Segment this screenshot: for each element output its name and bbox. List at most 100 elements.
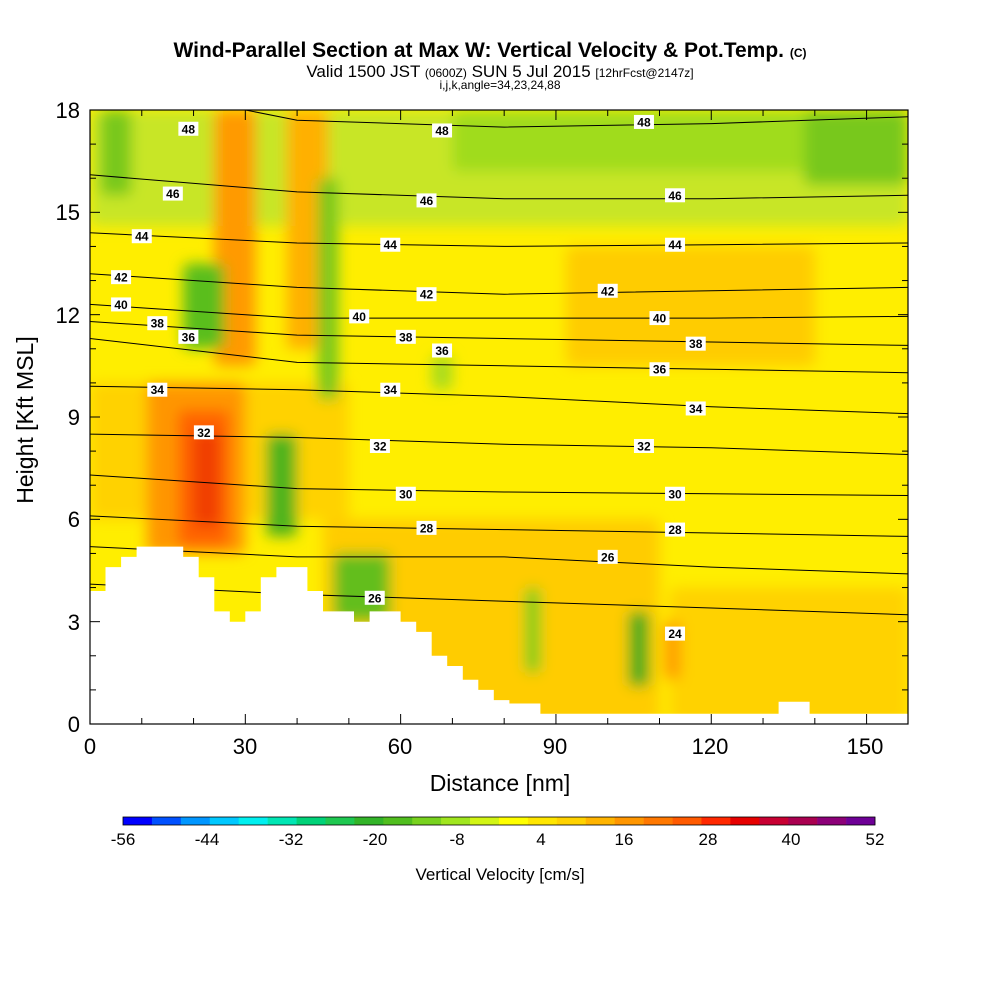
y-tick-label: 15 — [56, 200, 80, 225]
theta-contour-label: 38 — [685, 336, 706, 351]
velocity-cell — [566, 246, 815, 366]
velocity-cell — [431, 355, 453, 390]
theta-contour-label: 36 — [432, 343, 453, 358]
colorbar-swatch — [730, 817, 760, 825]
y-tick-label: 6 — [68, 507, 80, 532]
svg-text:32: 32 — [373, 439, 387, 453]
theta-contour-label: 34 — [147, 382, 168, 397]
velocity-cell — [524, 587, 541, 673]
theta-contour-label: 26 — [597, 549, 618, 564]
theta-contour-label: 40 — [649, 311, 670, 326]
isentrope-line — [90, 338, 908, 374]
colorbar-swatch — [788, 817, 818, 825]
x-tick-label: 150 — [847, 734, 884, 759]
theta-contour-label: 28 — [416, 520, 437, 535]
svg-text:30: 30 — [399, 487, 413, 501]
y-tick-label: 0 — [68, 712, 80, 737]
colorbar-tick-label: 40 — [782, 830, 801, 849]
x-tick-labels: 0 30 60 90 120 150 — [84, 734, 883, 759]
velocity-field: 48 48 48 46 46 46 44 44 44 42 42 42 40 40 40 38 38 38 36 36… — [90, 110, 908, 724]
svg-text:46: 46 — [166, 187, 180, 201]
colorbar-swatch — [296, 817, 326, 825]
theta-contour-label: 48 — [633, 114, 654, 129]
colorbar-tick-label: -8 — [449, 830, 464, 849]
svg-text:40: 40 — [353, 310, 367, 324]
svg-text:42: 42 — [601, 284, 615, 298]
colorbar-swatch — [556, 817, 587, 825]
velocity-cell — [317, 178, 339, 400]
velocity-cell — [669, 587, 908, 724]
svg-text:42: 42 — [114, 271, 128, 285]
colorbar-swatch — [701, 817, 731, 825]
chart-subtitle: Valid 1500 JST (0600Z) SUN 5 Jul 2015 [1… — [306, 62, 693, 81]
theta-contour-label: 46 — [665, 188, 686, 203]
isentrope-line — [90, 515, 908, 537]
svg-text:46: 46 — [420, 194, 434, 208]
isentrope-line — [90, 273, 908, 295]
svg-text:36: 36 — [435, 344, 449, 358]
theta-contour-label: 28 — [665, 522, 686, 537]
colorbar-swatch — [180, 817, 211, 825]
isentrope-line — [90, 583, 908, 616]
svg-text:30: 30 — [668, 487, 682, 501]
colorbar-swatch — [325, 817, 355, 825]
svg-text:44: 44 — [135, 230, 149, 244]
svg-text:46: 46 — [668, 189, 682, 203]
theta-contour-label: 32 — [369, 438, 390, 453]
isentrope-line — [90, 474, 908, 496]
x-tick-label: 90 — [543, 734, 567, 759]
colorbar-swatch — [441, 817, 471, 825]
chart-title: Wind-Parallel Section at Max W: Vertical… — [173, 39, 806, 62]
colorbar-tick-label: -32 — [279, 830, 304, 849]
colorbar-swatch — [238, 817, 268, 825]
svg-text:38: 38 — [151, 317, 165, 331]
svg-text:42: 42 — [420, 288, 434, 302]
terrain-mask — [90, 546, 908, 724]
velocity-cell — [183, 263, 225, 349]
grid-indices: i,j,k,angle=34,23,24,88 — [439, 78, 560, 92]
svg-text:26: 26 — [601, 550, 615, 564]
colorbar — [122, 816, 876, 826]
colorbar-swatch — [672, 817, 702, 825]
x-tick-label: 120 — [692, 734, 729, 759]
theta-contour-label: 38 — [395, 329, 416, 344]
svg-text:38: 38 — [399, 330, 413, 344]
colorbar-tick-label: -20 — [363, 830, 388, 849]
theta-contour-label: 40 — [111, 297, 132, 312]
svg-text:38: 38 — [689, 337, 703, 351]
y-tick-label: 18 — [56, 98, 80, 123]
y-tick-label: 9 — [68, 405, 80, 430]
colorbar-swatch — [527, 817, 558, 825]
isentrope-line — [90, 433, 908, 455]
colorbar-swatch — [412, 817, 442, 825]
colorbar-swatch — [209, 817, 239, 825]
colorbar-tick-label: 4 — [536, 830, 545, 849]
colorbar-swatch — [585, 817, 615, 825]
x-tick-label: 60 — [388, 734, 412, 759]
isentrope-line — [90, 546, 908, 575]
svg-text:40: 40 — [653, 312, 667, 326]
velocity-cell — [804, 110, 908, 186]
theta-contour-label: 42 — [416, 287, 437, 302]
x-tick-label: 30 — [233, 734, 257, 759]
theta-contour-label: 36 — [178, 329, 199, 344]
copyright-mark: (C) — [790, 46, 807, 60]
theta-contour-label: 40 — [349, 309, 370, 324]
colorbar-tick-label: -56 — [111, 830, 136, 849]
colorbar-swatch — [643, 817, 673, 825]
theta-contour-label: 32 — [633, 438, 654, 453]
y-tick-labels: 0 3 6 9 12 15 18 — [56, 98, 80, 737]
svg-text:36: 36 — [182, 330, 196, 344]
y-tick-label: 12 — [56, 303, 80, 328]
theta-contour-label: 34 — [685, 401, 706, 416]
colorbar-label: Vertical Velocity [cm/s] — [415, 865, 584, 884]
isentrope-line — [90, 303, 908, 319]
theta-contour-label: 34 — [380, 382, 401, 397]
isentrope-line — [90, 385, 908, 415]
svg-text:48: 48 — [435, 124, 449, 138]
colorbar-frame — [122, 816, 876, 826]
svg-text:28: 28 — [668, 523, 682, 537]
svg-text:32: 32 — [637, 439, 651, 453]
theta-contour-label: 26 — [364, 590, 385, 605]
svg-text:28: 28 — [420, 521, 434, 535]
